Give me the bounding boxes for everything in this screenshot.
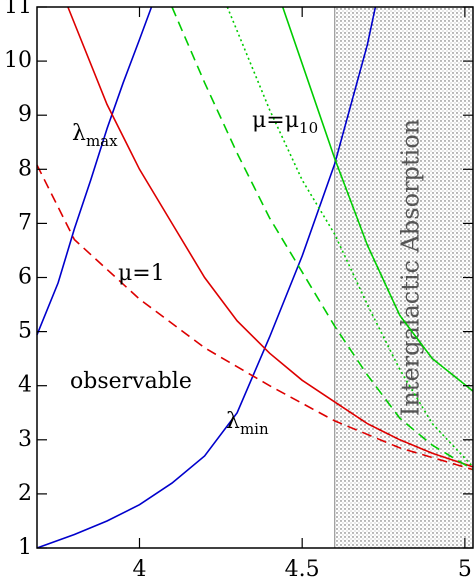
y-tick-label: 11 bbox=[4, 0, 32, 19]
y-tick-label: 4 bbox=[18, 373, 32, 398]
y-tick-label: 6 bbox=[18, 265, 32, 290]
annotation-sub: max bbox=[86, 132, 118, 150]
curve bbox=[171, 6, 474, 471]
curve bbox=[226, 6, 474, 468]
region-label: Intergalactic Absorption bbox=[396, 119, 424, 416]
annotation: λmax bbox=[72, 121, 118, 150]
curve bbox=[281, 6, 474, 392]
y-tick-label: 8 bbox=[18, 156, 32, 181]
y-tick-label: 7 bbox=[18, 210, 32, 235]
annotation: μ=μ10 bbox=[252, 108, 318, 137]
annotation-sub: min bbox=[240, 420, 269, 438]
x-tick-label: 4.5 bbox=[285, 557, 320, 582]
curve bbox=[67, 6, 474, 468]
annotation-text: μ=μ bbox=[252, 108, 299, 133]
annotation: λmin bbox=[226, 409, 269, 438]
curve bbox=[36, 6, 153, 336]
annotation: observable bbox=[70, 369, 192, 394]
y-tick-label: 1 bbox=[18, 535, 32, 560]
x-tick-label: 5 bbox=[458, 557, 472, 582]
shaded-region bbox=[334, 7, 473, 548]
y-tick-label: 3 bbox=[18, 427, 32, 452]
curve bbox=[36, 164, 474, 471]
x-tick-label: 4 bbox=[132, 557, 146, 582]
annotation-text: λ bbox=[226, 409, 240, 434]
y-tick-label: 10 bbox=[4, 48, 32, 73]
y-tick-label: 9 bbox=[18, 102, 32, 127]
curve bbox=[36, 6, 377, 549]
y-tick-label: 5 bbox=[18, 319, 32, 344]
annotation-text: observable bbox=[70, 369, 192, 394]
annotation-text: μ=1 bbox=[118, 261, 165, 286]
annotation-sub: 10 bbox=[299, 119, 318, 137]
y-tick-label: 2 bbox=[18, 481, 32, 506]
annotation: μ=1 bbox=[118, 261, 165, 286]
annotation-text: λ bbox=[72, 121, 86, 146]
